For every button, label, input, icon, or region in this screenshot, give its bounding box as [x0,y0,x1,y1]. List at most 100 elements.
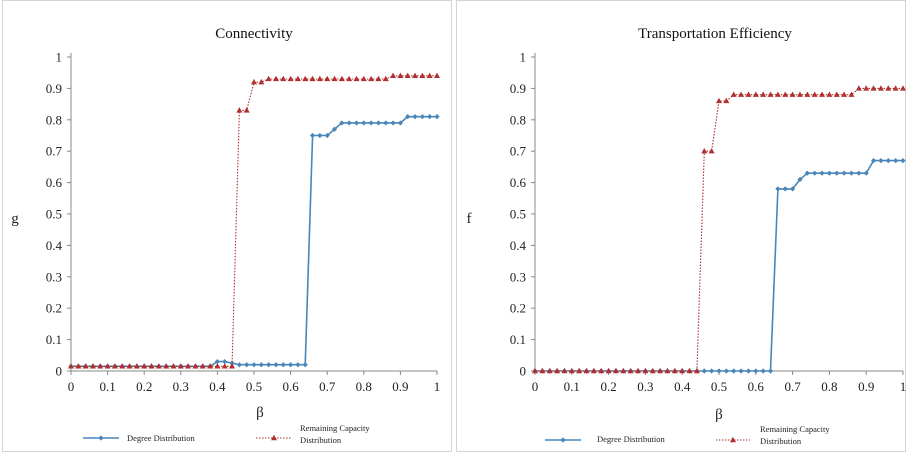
data-point [841,170,847,176]
x-tick-label: 0.7 [319,379,336,394]
y-tick-label: 0.3 [510,269,526,284]
legend-swatch-marker [730,436,736,443]
data-point [554,367,561,374]
data-point [738,368,744,374]
data-point [848,170,855,176]
data-point [561,367,568,374]
y-tick-label: 0.7 [510,144,527,159]
data-point [302,75,309,82]
data-point [745,91,752,97]
data-point [539,367,546,374]
y-tick-label: 0.9 [510,81,526,96]
data-point [266,362,272,368]
y-tick-label: 0.4 [46,238,63,253]
x-axis-label: β [256,405,264,421]
data-point [701,148,708,154]
data-point [774,91,781,97]
data-point [390,120,396,126]
data-point [375,75,382,82]
data-point [826,170,832,176]
data-point [635,367,642,374]
data-point [767,368,774,374]
transportation-efficiency-chart: Transportation Efficiency 0 0.1 0.2 0.3 0.4 0.… [467,26,907,446]
data-point [782,186,788,192]
data-point [612,367,619,374]
data-point [177,363,184,369]
data-point [368,75,375,82]
data-point [568,367,575,374]
data-point [294,75,301,82]
data-point [730,91,737,97]
y-tick-label: 0.2 [510,301,526,316]
x-axis-label: β [715,407,723,423]
data-point [419,114,425,120]
series-remaining-capacity-distribution [532,85,906,374]
y-tick-label: 0.3 [46,269,62,284]
data-point [419,72,426,79]
x-tick-label: 0.4 [674,379,691,394]
data-point [119,363,126,369]
data-point [598,367,605,374]
x-tick-label: 0.7 [784,379,801,394]
data-point [856,170,862,176]
data-point [316,75,323,82]
series-line [71,75,437,367]
data-point [753,368,759,374]
data-point [331,126,338,132]
legend-label: Degree Distribution [597,434,665,444]
data-point [811,91,818,97]
data-point [126,363,133,369]
data-point [627,367,634,374]
data-point [804,170,810,176]
data-point [251,362,257,368]
data-point [782,91,789,97]
data-point [620,367,627,374]
x-tick-label: 0.9 [392,379,408,394]
data-point [382,75,389,82]
data-point [738,91,745,97]
x-tick-label: 0.8 [356,379,372,394]
data-point [848,91,855,97]
data-point [605,367,612,374]
data-point [199,363,206,369]
data-point [397,120,403,126]
data-point [287,75,294,82]
series-degree-distribution [532,158,906,374]
y-tick-label: 0.8 [46,112,62,127]
data-point [716,97,722,104]
data-point [412,72,419,79]
data-point [855,85,862,91]
data-point [826,91,833,97]
data-point [251,78,257,85]
x-tick-label: 0.9 [858,379,874,394]
data-point [664,367,671,374]
data-point [273,362,279,368]
x-tick-label: 1 [434,379,441,394]
data-point [214,363,221,369]
y-tick-label: 0.2 [46,301,62,316]
data-point [375,120,382,126]
series-line [535,159,903,372]
data-point [148,363,155,369]
data-point [397,72,404,79]
data-point [405,114,411,120]
x-tick-label: 0 [532,379,539,394]
data-point [434,114,440,120]
series-degree-distribution [68,114,440,369]
data-point [796,91,803,97]
x-tick-label: 0 [68,379,75,394]
legend-swatch-marker [560,437,566,443]
x-tick-label: 0.6 [282,379,299,394]
y-tick-label: 0.5 [510,207,526,222]
x-tick-label: 0.5 [246,379,262,394]
data-point [390,72,397,79]
connectivity-chart-panel: Connectivity 0 0.1 0.2 0.3 0.4 0.5 0.6 0.7 0.8 0.9… [2,0,452,452]
data-point [346,75,353,82]
legend: Degree Distribution Remaining Capacity Dis… [83,423,370,445]
data-point [642,367,649,374]
data-point [280,75,287,82]
data-point [244,362,250,368]
data-point [75,363,82,369]
data-point [731,368,737,374]
legend-label-line: Distribution [760,436,802,446]
